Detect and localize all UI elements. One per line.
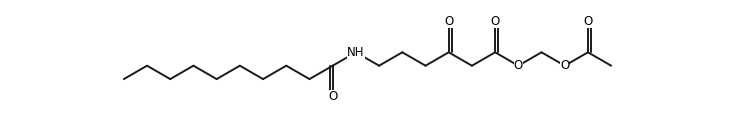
Text: O: O xyxy=(560,59,570,72)
Text: O: O xyxy=(584,15,592,28)
Text: NH: NH xyxy=(347,46,365,59)
Text: O: O xyxy=(444,15,453,28)
Text: O: O xyxy=(328,90,337,103)
Text: O: O xyxy=(490,15,500,28)
Text: O: O xyxy=(514,59,523,72)
